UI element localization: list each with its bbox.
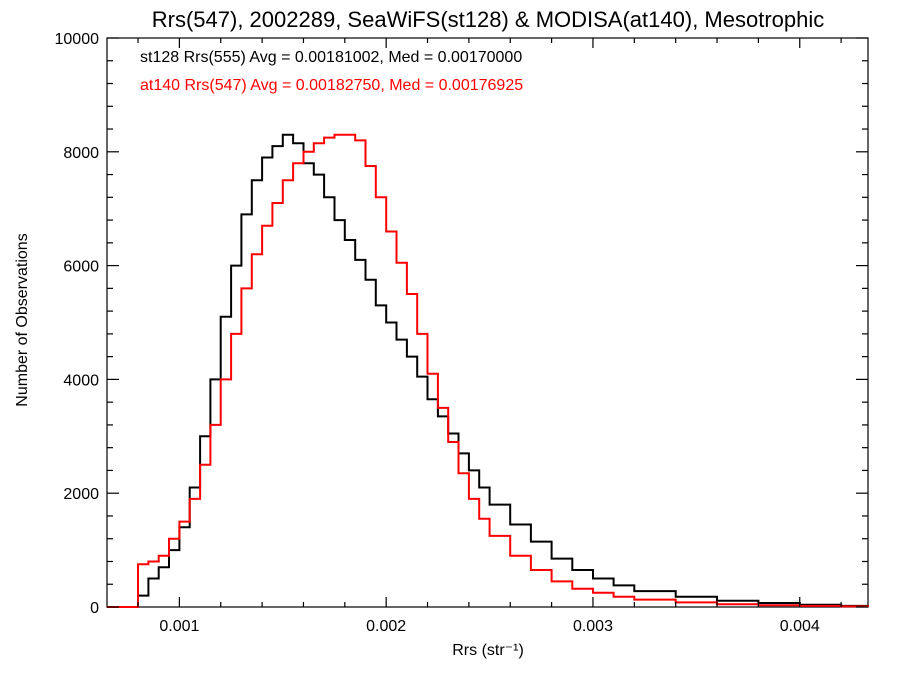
y-axis-label: Number of Observations [14, 233, 31, 406]
y-tick-label: 0 [90, 600, 99, 617]
x-axis-label: Rrs (str⁻¹) [452, 642, 524, 659]
x-tick-label: 0.001 [159, 618, 199, 635]
plot-frame [106, 37, 869, 608]
ticks-layer: 0.001 0.002 0.003 0.004 0 2000 4000 6000 8000 100… [55, 31, 868, 635]
annotation-2: at140 Rrs(547) Avg = 0.00182750, Med = 0… [140, 77, 523, 94]
annotation-1: st128 Rrs(555) Avg = 0.00181002, Med = 0… [140, 49, 522, 66]
y-tick-label: 6000 [63, 259, 99, 276]
series-line-2 [107, 133, 869, 608]
x-tick-label: 0.004 [780, 618, 820, 635]
series-layer [107, 133, 869, 608]
y-tick-label: 4000 [63, 372, 99, 389]
x-tick-label: 0.003 [573, 618, 613, 635]
y-tick-label: 10000 [55, 31, 100, 48]
series-line-1 [107, 133, 869, 608]
x-tick-label: 0.002 [366, 618, 406, 635]
y-tick-label: 2000 [63, 486, 99, 503]
chart-title: Rrs(547), 2002289, SeaWiFS(st128) & MODI… [152, 7, 825, 32]
y-tick-label: 8000 [63, 145, 99, 162]
annotation-group: st128 Rrs(555) Avg = 0.00181002, Med = 0… [140, 49, 523, 94]
